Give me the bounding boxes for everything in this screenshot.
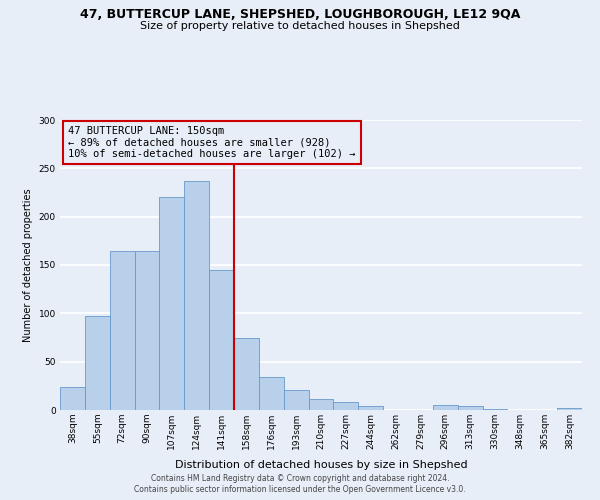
Bar [458,406,482,410]
Bar [259,377,284,410]
Bar [184,181,209,410]
Bar [60,387,85,410]
Bar [110,250,134,410]
Bar [160,198,184,410]
X-axis label: Distribution of detached houses by size in Shepshed: Distribution of detached houses by size … [175,460,467,470]
Y-axis label: Number of detached properties: Number of detached properties [23,188,33,342]
Bar [557,408,582,410]
Bar [433,405,458,410]
Bar [85,316,110,410]
Text: Contains HM Land Registry data © Crown copyright and database right 2024.
Contai: Contains HM Land Registry data © Crown c… [134,474,466,494]
Bar [358,406,383,410]
Bar [284,390,308,410]
Text: 47 BUTTERCUP LANE: 150sqm
← 89% of detached houses are smaller (928)
10% of semi: 47 BUTTERCUP LANE: 150sqm ← 89% of detac… [68,126,355,159]
Bar [234,338,259,410]
Bar [482,409,508,410]
Bar [209,270,234,410]
Bar [308,400,334,410]
Text: 47, BUTTERCUP LANE, SHEPSHED, LOUGHBOROUGH, LE12 9QA: 47, BUTTERCUP LANE, SHEPSHED, LOUGHBOROU… [80,8,520,20]
Bar [334,402,358,410]
Bar [134,250,160,410]
Text: Size of property relative to detached houses in Shepshed: Size of property relative to detached ho… [140,21,460,31]
